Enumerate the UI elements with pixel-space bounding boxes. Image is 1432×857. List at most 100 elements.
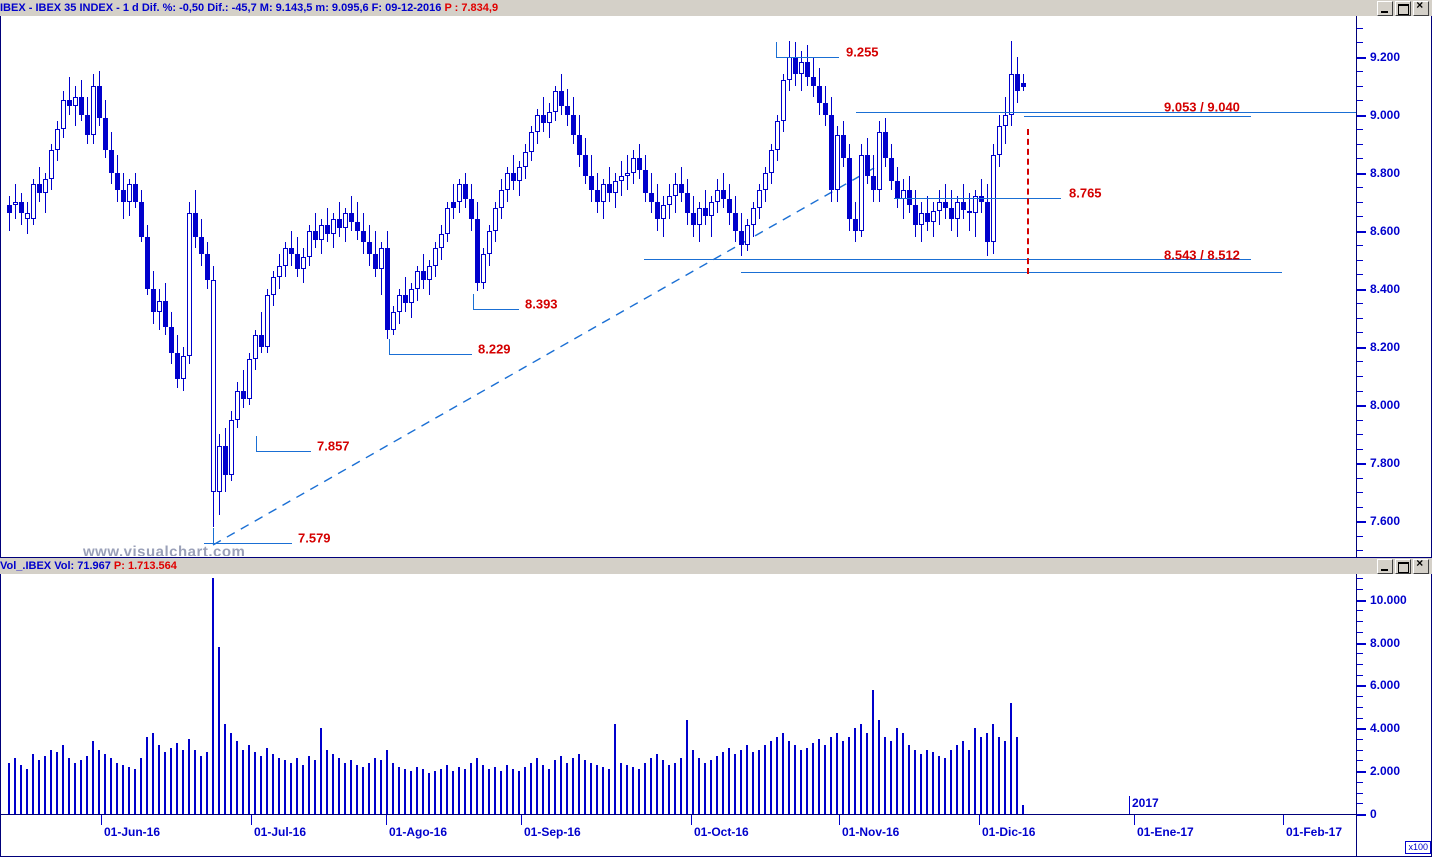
- volume-bar: [140, 758, 142, 814]
- date-tick-label: 01-Ene-17: [1137, 825, 1194, 839]
- year-marker-line: [1129, 796, 1130, 814]
- volume-bar: [458, 766, 460, 814]
- support-resistance-line[interactable]: [389, 354, 472, 355]
- candlestick: [295, 236, 300, 278]
- axis-tick-label: 8.000: [1370, 635, 1401, 650]
- support-resistance-line[interactable]: [644, 259, 1251, 260]
- volume-bar: [386, 749, 388, 814]
- support-resistance-line[interactable]: [856, 112, 1356, 113]
- axis-tick: [1357, 376, 1363, 377]
- volume-panel-titlebar[interactable]: Vol_.IBEX Vol: 71.967 P: 1.713.564: [0, 558, 1432, 575]
- minimize-icon[interactable]: [1377, 1, 1393, 16]
- axis-tick-label: 7.800: [1370, 456, 1401, 471]
- price-panel-titlebar[interactable]: IBEX - IBEX 35 INDEX - 1 d Dif. %: -0,50…: [0, 0, 1432, 17]
- volume-bar: [860, 724, 862, 814]
- line-anchor-tick: [213, 528, 214, 545]
- candlestick: [883, 117, 888, 167]
- close-icon[interactable]: [1413, 0, 1429, 16]
- candlestick: [103, 100, 108, 159]
- minimize-icon[interactable]: [1377, 559, 1393, 574]
- vertical-marker-line[interactable]: [1027, 129, 1029, 274]
- volume-bar: [422, 769, 424, 814]
- volume-plot-area[interactable]: 2017: [1, 574, 1356, 814]
- price-level-annotation[interactable]: 7.579: [298, 530, 331, 546]
- axis-tick: [1357, 201, 1363, 203]
- candlestick: [307, 225, 312, 266]
- maximize-icon[interactable]: [1395, 559, 1411, 574]
- candlestick: [391, 306, 396, 336]
- volume-bar: [332, 754, 334, 814]
- candlestick: [913, 190, 918, 237]
- volume-bar: [824, 745, 826, 814]
- volume-bar: [92, 741, 94, 814]
- support-resistance-line[interactable]: [741, 272, 1282, 273]
- volume-bar: [440, 769, 442, 814]
- price-level-annotation[interactable]: 8.229: [478, 341, 511, 357]
- candlestick: [421, 254, 426, 289]
- candlestick: [529, 126, 534, 162]
- volume-bar: [86, 756, 88, 814]
- candlestick: [1009, 40, 1014, 127]
- maximize-icon[interactable]: [1395, 1, 1411, 16]
- candlestick: [757, 184, 762, 220]
- candlestick: [55, 120, 60, 162]
- volume-bar: [986, 732, 988, 814]
- candlestick: [451, 184, 456, 220]
- volume-bar: [404, 769, 406, 814]
- date-tick: [1134, 815, 1135, 825]
- candlestick: [931, 201, 936, 237]
- close-icon[interactable]: [1413, 558, 1429, 574]
- support-resistance-line[interactable]: [473, 309, 519, 310]
- candlestick: [445, 201, 450, 243]
- axis-tick: [1357, 621, 1363, 623]
- candlestick: [223, 428, 228, 493]
- axis-tick-label: 6.000: [1370, 678, 1401, 693]
- price-level-annotation[interactable]: 9.255: [846, 44, 879, 60]
- volume-bar: [902, 732, 904, 814]
- volume-bar: [776, 736, 778, 814]
- candlestick: [751, 201, 756, 237]
- candlestick: [847, 143, 852, 231]
- support-resistance-line[interactable]: [776, 57, 839, 58]
- price-level-annotation[interactable]: 7.857: [317, 438, 350, 454]
- support-resistance-line[interactable]: [256, 451, 311, 452]
- support-resistance-line[interactable]: [1024, 116, 1251, 117]
- price-level-annotation[interactable]: 8.543 / 8.512: [1164, 247, 1240, 263]
- volume-bar: [32, 754, 34, 814]
- support-resistance-line[interactable]: [204, 543, 292, 544]
- candlestick: [325, 207, 330, 243]
- volume-bar: [914, 749, 916, 814]
- price-level-annotation[interactable]: 8.393: [525, 296, 558, 312]
- candlestick: [145, 225, 150, 295]
- axis-tick: [1357, 332, 1363, 334]
- volume-bar: [878, 719, 880, 814]
- volume-bar: [38, 760, 40, 814]
- volume-bar: [602, 766, 604, 814]
- price-level-annotation[interactable]: 9.053 / 9.040: [1164, 99, 1240, 115]
- price-plot-area[interactable]: www.visualchart.com 9.255 9.053 / 9.040 8.…: [1, 16, 1356, 556]
- price-level-annotation[interactable]: 8.765: [1069, 185, 1102, 201]
- volume-bar: [320, 728, 322, 814]
- volume-bar: [20, 764, 22, 814]
- axis-tick-major: [1357, 521, 1366, 524]
- candlestick: [301, 248, 306, 284]
- volume-bar: [746, 745, 748, 814]
- volume-bar: [224, 724, 226, 814]
- candlestick: [379, 242, 384, 295]
- volume-bar: [494, 766, 496, 814]
- date-tick-label: 01-Feb-17: [1286, 825, 1343, 839]
- candlestick: [361, 213, 366, 255]
- volume-bar: [1022, 805, 1024, 814]
- axis-tick: [1357, 578, 1363, 580]
- axis-tick: [1357, 760, 1363, 762]
- date-tick: [101, 815, 102, 825]
- candlestick: [895, 166, 900, 208]
- volume-bar: [80, 760, 82, 814]
- volume-bar: [980, 736, 982, 814]
- candlestick: [337, 201, 342, 237]
- candlestick: [463, 172, 468, 208]
- candlestick: [853, 201, 858, 243]
- support-resistance-line[interactable]: [894, 198, 1061, 199]
- volume-bar: [968, 749, 970, 814]
